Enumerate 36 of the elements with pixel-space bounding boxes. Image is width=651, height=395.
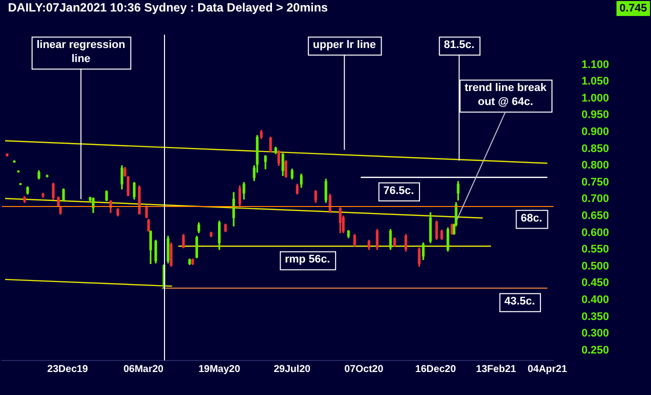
x-tick-label: 07Oct20 bbox=[344, 364, 384, 376]
x-tick-label: 23Dec19 bbox=[47, 364, 88, 376]
annotation: 43.5c. bbox=[504, 296, 535, 308]
y-tick-label: 1.050 bbox=[581, 76, 610, 88]
annotation: rmp 56c. bbox=[284, 254, 330, 266]
y-tick-label: 0.400 bbox=[581, 294, 610, 306]
annotation: linear regression line bbox=[36, 39, 126, 66]
ref-line-label: 68c. bbox=[520, 212, 542, 224]
x-tick-label: 29Jul20 bbox=[274, 364, 311, 376]
y-tick-label: 0.550 bbox=[581, 244, 610, 256]
y-tick-label: 0.300 bbox=[581, 328, 610, 340]
annotation: upper lr line bbox=[312, 39, 376, 52]
y-tick-label: 1.100 bbox=[581, 58, 610, 71]
y-tick-label: 0.800 bbox=[581, 160, 610, 172]
y-tick-label: 0.600 bbox=[581, 226, 610, 239]
y-tick-label: 0.900 bbox=[581, 126, 610, 138]
x-tick-label: 06Mar20 bbox=[123, 364, 164, 376]
y-tick-label: 0.250 bbox=[581, 344, 610, 356]
x-tick-label: 19May20 bbox=[198, 364, 241, 376]
y-tick-label: 0.950 bbox=[581, 109, 610, 122]
y-tick-label: 0.500 bbox=[581, 260, 610, 272]
text: 0.745 bbox=[619, 2, 647, 15]
y-tick-label: 1.000 bbox=[581, 92, 610, 104]
y-tick-label: 0.650 bbox=[581, 210, 610, 222]
x-tick-label: 13Feb21 bbox=[476, 364, 517, 376]
y-tick-label: 0.700 bbox=[581, 193, 610, 206]
y-tick-label: 0.850 bbox=[581, 142, 610, 155]
annotation: 81.5c. bbox=[444, 39, 474, 52]
chart-title: DAILY:07Jan2021 10:36 Sydney : Data Delayed > 20mins bbox=[8, 0, 328, 14]
annotation: trend line break out @ 64c. bbox=[464, 82, 548, 108]
annotation: 76.5c. bbox=[383, 184, 414, 197]
x-tick-label: 04Apr21 bbox=[528, 364, 568, 376]
y-tick-label: 0.450 bbox=[581, 277, 610, 290]
y-tick-label: 0.750 bbox=[581, 176, 610, 188]
x-tick-label: 16Dec20 bbox=[415, 364, 456, 376]
y-tick-label: 0.350 bbox=[581, 310, 610, 323]
